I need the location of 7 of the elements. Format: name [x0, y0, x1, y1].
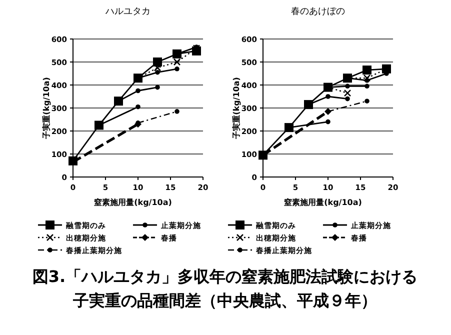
chart-title: 春のあけぼの [291, 6, 345, 17]
x-axis-title: 窒素施用量(kg/10a) [284, 197, 362, 207]
chart-title: ハルユタカ [104, 7, 150, 17]
caption: 図3.「ハルユタカ」多収年の窒素施肥法試験における子実重の品種間差（中央農試、平成９年） [32, 267, 418, 310]
y-axis-title: 子実重(kg/10a) [231, 77, 241, 140]
y-axis-title: 子実重(kg/10a) [41, 77, 51, 140]
x-axis-title: 窒素施用量(kg/10a) [94, 197, 172, 207]
